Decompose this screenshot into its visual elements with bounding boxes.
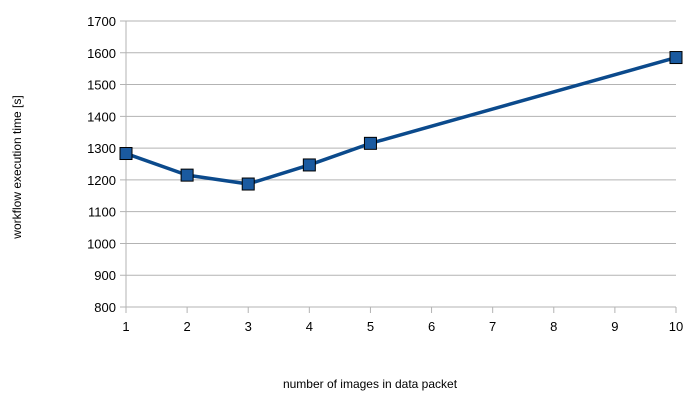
y-tick-labels: 800 900 1000 1100 1200 1300 1400 1500 1600 1700 xyxy=(87,14,116,315)
series-group xyxy=(119,51,683,191)
x-tick-label: 8 xyxy=(550,319,557,334)
x-tick-label: 2 xyxy=(183,319,190,334)
x-tick-label: 5 xyxy=(367,319,374,334)
y-tick-label: 1100 xyxy=(88,205,116,220)
x-tick-label: 4 xyxy=(306,319,313,334)
x-tick-label: 7 xyxy=(489,319,496,334)
y-tick-label: 800 xyxy=(94,300,116,315)
data-point-marker xyxy=(302,158,316,172)
series-line xyxy=(124,55,678,186)
y-tick-label: 1000 xyxy=(87,236,116,251)
data-point-marker xyxy=(119,147,133,161)
x-tick-label: 9 xyxy=(611,319,618,334)
axes xyxy=(120,21,677,313)
y-tick-label: 1700 xyxy=(87,14,116,29)
y-axis-title: workflow execution time [s] xyxy=(10,95,24,239)
gridlines xyxy=(120,20,676,308)
y-tick-label: 900 xyxy=(94,268,116,283)
x-tick-label: 10 xyxy=(669,319,683,334)
data-point-marker xyxy=(180,168,194,182)
x-axis-title: number of images in data packet xyxy=(283,377,458,391)
y-tick-label: 1200 xyxy=(87,173,116,188)
data-point-marker xyxy=(363,136,377,150)
y-tick-label: 1500 xyxy=(87,78,116,93)
y-tick-label: 1600 xyxy=(87,46,116,61)
y-tick-label: 1300 xyxy=(87,141,116,156)
x-tick-labels: 1 2 3 4 5 6 7 8 9 10 xyxy=(122,319,683,334)
data-point-marker xyxy=(669,51,683,65)
x-tick-label: 6 xyxy=(428,319,435,334)
y-tick-label: 1400 xyxy=(87,109,116,124)
x-tick-label: 3 xyxy=(245,319,252,334)
x-tick-label: 1 xyxy=(122,319,129,334)
data-point-marker xyxy=(241,177,255,191)
